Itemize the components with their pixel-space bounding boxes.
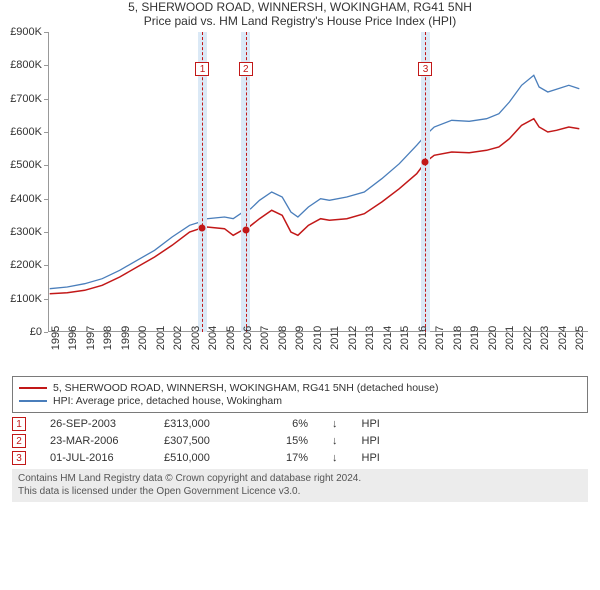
y-tick-label: £0	[30, 326, 42, 338]
x-tick-label: 2022	[522, 326, 534, 350]
x-tick-label: 2008	[277, 326, 289, 350]
x-tick-label: 2023	[539, 326, 551, 350]
y-tick-label: £800K	[10, 59, 42, 71]
x-tick-label: 2003	[190, 326, 202, 350]
marker-number-box: 2	[239, 62, 253, 76]
x-tick-label: 2025	[574, 326, 586, 350]
legend-item-price: 5, SHERWOOD ROAD, WINNERSH, WOKINGHAM, R…	[19, 382, 581, 394]
y-tick-label: £200K	[10, 259, 42, 271]
x-tick-label: 2024	[557, 326, 569, 350]
x-tick-label: 2002	[172, 326, 184, 350]
y-tick-label: £600K	[10, 126, 42, 138]
y-tick-label: £100K	[10, 293, 42, 305]
x-tick-label: 2016	[417, 326, 429, 350]
series-line-hpi	[50, 75, 580, 288]
legend-swatch-price	[19, 387, 47, 389]
y-tick-label: £700K	[10, 93, 42, 105]
marker-row-pct: 17%	[268, 452, 308, 464]
marker-row-price: £307,500	[164, 435, 244, 447]
y-tick-label: £500K	[10, 159, 42, 171]
x-tick-label: 1999	[120, 326, 132, 350]
legend: 5, SHERWOOD ROAD, WINNERSH, WOKINGHAM, R…	[12, 376, 588, 413]
x-tick-label: 2017	[434, 326, 446, 350]
marker-row-arrow-icon: ↓	[332, 435, 338, 447]
y-tick-label: £300K	[10, 226, 42, 238]
marker-row-date: 26-SEP-2003	[50, 418, 140, 430]
x-tick-label: 2020	[487, 326, 499, 350]
y-tick-label: £400K	[10, 193, 42, 205]
x-tick-label: 1998	[102, 326, 114, 350]
marker-row-arrow-icon: ↓	[332, 418, 338, 430]
y-tick-label: £900K	[10, 26, 42, 38]
marker-row-date: 23-MAR-2006	[50, 435, 140, 447]
marker-vline	[202, 32, 203, 332]
x-tick-label: 2021	[504, 326, 516, 350]
x-tick-label: 2006	[242, 326, 254, 350]
marker-row-num: 3	[12, 451, 26, 465]
sale-datapoint	[199, 224, 206, 231]
marker-number-box: 1	[195, 62, 209, 76]
x-tick-label: 2015	[399, 326, 411, 350]
sale-datapoint	[242, 226, 249, 233]
marker-row-tail: HPI	[362, 435, 380, 447]
chart-lines	[48, 32, 588, 332]
legend-label-hpi: HPI: Average price, detached house, Woki…	[53, 395, 282, 407]
marker-vline	[425, 32, 426, 332]
x-tick-label: 2011	[329, 326, 341, 350]
x-tick-label: 2004	[207, 326, 219, 350]
x-tick-label: 1995	[50, 326, 62, 350]
footer-line2: This data is licensed under the Open Gov…	[18, 486, 582, 499]
legend-item-hpi: HPI: Average price, detached house, Woki…	[19, 395, 581, 407]
x-tick-label: 1997	[85, 326, 97, 350]
plot-area: £0£100K£200K£300K£400K£500K£600K£700K£80…	[48, 32, 588, 332]
chart-title: 5, SHERWOOD ROAD, WINNERSH, WOKINGHAM, R…	[0, 0, 600, 14]
series-line-price	[50, 119, 580, 294]
x-tick-label: 2014	[382, 326, 394, 350]
x-tick-label: 2019	[469, 326, 481, 350]
x-tick-label: 2012	[347, 326, 359, 350]
marker-number-box: 3	[418, 62, 432, 76]
x-tick-label: 2000	[137, 326, 149, 350]
legend-swatch-hpi	[19, 400, 47, 402]
sale-datapoint	[422, 159, 429, 166]
footer-line1: Contains HM Land Registry data © Crown c…	[18, 473, 582, 486]
marker-row-pct: 6%	[268, 418, 308, 430]
x-tick-label: 2009	[294, 326, 306, 350]
marker-row-tail: HPI	[362, 418, 380, 430]
marker-row: 1 26-SEP-2003 £313,000 6% ↓ HPI	[12, 417, 588, 431]
x-tick-label: 2007	[259, 326, 271, 350]
legend-label-price: 5, SHERWOOD ROAD, WINNERSH, WOKINGHAM, R…	[53, 382, 438, 394]
x-tick-label: 2001	[155, 326, 167, 350]
marker-row: 3 01-JUL-2016 £510,000 17% ↓ HPI	[12, 451, 588, 465]
chart-subtitle: Price paid vs. HM Land Registry's House …	[0, 14, 600, 28]
marker-row-num: 1	[12, 417, 26, 431]
marker-vline	[246, 32, 247, 332]
footer: Contains HM Land Registry data © Crown c…	[12, 469, 588, 502]
x-tick-label: 1996	[67, 326, 79, 350]
x-tick-label: 2018	[452, 326, 464, 350]
x-tick-label: 2005	[225, 326, 237, 350]
marker-row-price: £313,000	[164, 418, 244, 430]
marker-row-num: 2	[12, 434, 26, 448]
markers-table: 1 26-SEP-2003 £313,000 6% ↓ HPI 2 23-MAR-2006 £3…	[12, 417, 588, 465]
marker-row-pct: 15%	[268, 435, 308, 447]
marker-row: 2 23-MAR-2006 £307,500 15% ↓ HPI	[12, 434, 588, 448]
marker-row-price: £510,000	[164, 452, 244, 464]
x-tick-label: 2010	[312, 326, 324, 350]
marker-row-date: 01-JUL-2016	[50, 452, 140, 464]
x-axis: 1995199619971998199920002001200220032004…	[48, 332, 588, 370]
x-tick-label: 2013	[364, 326, 376, 350]
marker-row-tail: HPI	[362, 452, 380, 464]
marker-row-arrow-icon: ↓	[332, 452, 338, 464]
